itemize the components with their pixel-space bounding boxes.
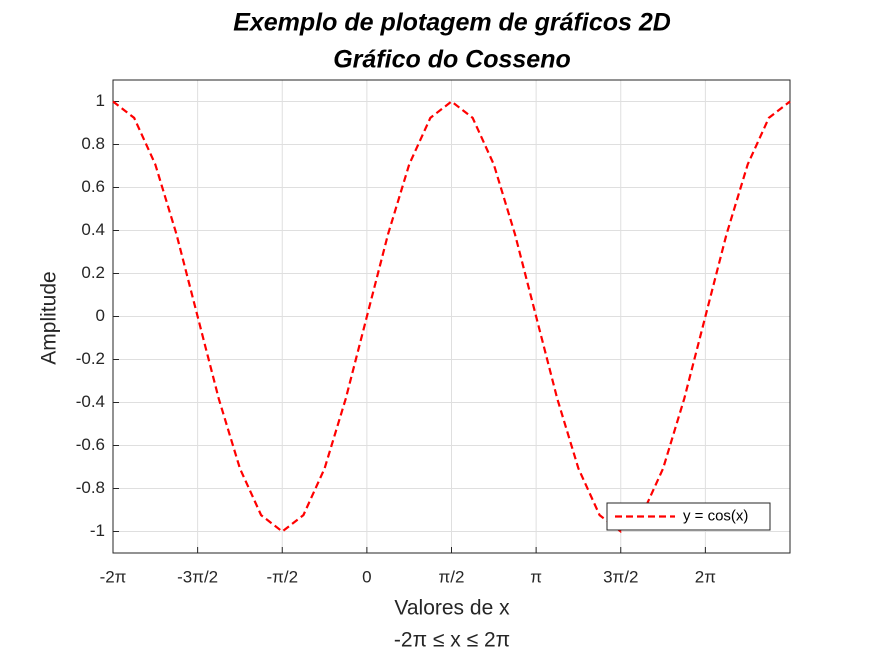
x-tick-label: π/2 [439,567,465,586]
y-axis-label: Amplitude [38,271,61,364]
y-tick-label: 1 [96,91,105,110]
y-tick-label: -0.6 [76,435,105,454]
y-tick-label: -0.4 [76,392,105,411]
y-tick-label: 0 [96,306,105,325]
legend-box [606,502,771,531]
y-tick-label: 0.4 [81,220,105,239]
y-tick-label: -0.8 [76,478,105,497]
x-tick-label: 3π/2 [603,567,638,586]
x-axis-label: Valores de x [394,597,510,620]
x-tick-label: 2π [695,567,716,586]
chart-title: Gráfico do Cosseno [333,46,571,74]
y-tick-label: -1 [90,521,105,540]
y-tick-label: -0.2 [76,349,105,368]
data-line [112,100,791,533]
y-tick-label: 0.8 [81,134,105,153]
axes-box [112,79,791,554]
x-tick-label: -3π/2 [177,567,218,586]
x-tick-label: 0 [362,567,371,586]
y-tick-label: 0.2 [81,263,105,282]
chart-title: Exemplo de plotagem de gráficos 2D [233,9,671,37]
x-axis-label: -2π ≤ x ≤ 2π [394,629,510,652]
x-tick-label: -π/2 [266,567,298,586]
y-tick-label: 0.6 [81,177,105,196]
legend-label: y = cos(x) [683,507,748,524]
x-tick-label: -2π [100,567,127,586]
x-tick-label: π [530,567,542,586]
